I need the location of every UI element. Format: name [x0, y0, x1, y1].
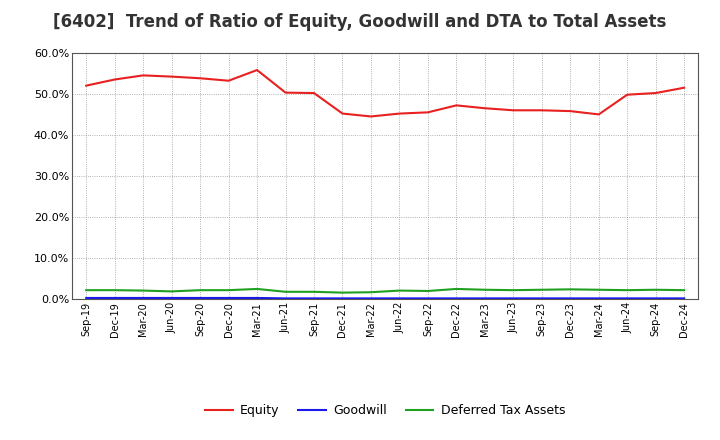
- Equity: [282, 90, 290, 95]
- Equity: [366, 114, 375, 119]
- Deferred Tax Assets: [225, 287, 233, 293]
- Deferred Tax Assets: [509, 287, 518, 293]
- Deferred Tax Assets: [196, 287, 204, 293]
- Equity: [423, 110, 432, 115]
- Goodwill: [595, 296, 603, 301]
- Deferred Tax Assets: [652, 287, 660, 293]
- Goodwill: [253, 295, 261, 301]
- Goodwill: [225, 295, 233, 301]
- Goodwill: [282, 296, 290, 301]
- Deferred Tax Assets: [282, 289, 290, 294]
- Line: Deferred Tax Assets: Deferred Tax Assets: [86, 289, 684, 293]
- Equity: [680, 85, 688, 90]
- Deferred Tax Assets: [680, 287, 688, 293]
- Equity: [167, 74, 176, 79]
- Goodwill: [82, 295, 91, 301]
- Equity: [395, 111, 404, 116]
- Goodwill: [537, 296, 546, 301]
- Equity: [110, 77, 119, 82]
- Deferred Tax Assets: [310, 289, 318, 294]
- Equity: [652, 90, 660, 95]
- Equity: [338, 111, 347, 116]
- Equity: [623, 92, 631, 97]
- Line: Equity: Equity: [86, 70, 684, 117]
- Equity: [225, 78, 233, 83]
- Goodwill: [110, 295, 119, 301]
- Equity: [509, 108, 518, 113]
- Goodwill: [366, 296, 375, 301]
- Equity: [566, 109, 575, 114]
- Goodwill: [652, 296, 660, 301]
- Goodwill: [509, 296, 518, 301]
- Deferred Tax Assets: [395, 288, 404, 293]
- Equity: [310, 90, 318, 95]
- Deferred Tax Assets: [366, 290, 375, 295]
- Deferred Tax Assets: [167, 289, 176, 294]
- Goodwill: [196, 295, 204, 301]
- Goodwill: [623, 296, 631, 301]
- Goodwill: [139, 295, 148, 301]
- Equity: [537, 108, 546, 113]
- Equity: [480, 106, 489, 111]
- Deferred Tax Assets: [537, 287, 546, 293]
- Equity: [452, 103, 461, 108]
- Goodwill: [167, 295, 176, 301]
- Goodwill: [395, 296, 404, 301]
- Deferred Tax Assets: [595, 287, 603, 293]
- Equity: [139, 73, 148, 78]
- Deferred Tax Assets: [253, 286, 261, 292]
- Equity: [82, 83, 91, 88]
- Goodwill: [423, 296, 432, 301]
- Text: [6402]  Trend of Ratio of Equity, Goodwill and DTA to Total Assets: [6402] Trend of Ratio of Equity, Goodwil…: [53, 13, 667, 31]
- Deferred Tax Assets: [139, 288, 148, 293]
- Deferred Tax Assets: [338, 290, 347, 295]
- Deferred Tax Assets: [423, 288, 432, 293]
- Deferred Tax Assets: [82, 287, 91, 293]
- Deferred Tax Assets: [452, 286, 461, 292]
- Deferred Tax Assets: [480, 287, 489, 293]
- Equity: [253, 67, 261, 73]
- Equity: [196, 76, 204, 81]
- Equity: [595, 112, 603, 117]
- Goodwill: [480, 296, 489, 301]
- Goodwill: [452, 296, 461, 301]
- Legend: Equity, Goodwill, Deferred Tax Assets: Equity, Goodwill, Deferred Tax Assets: [200, 399, 570, 422]
- Deferred Tax Assets: [566, 287, 575, 292]
- Goodwill: [310, 296, 318, 301]
- Goodwill: [680, 296, 688, 301]
- Deferred Tax Assets: [110, 287, 119, 293]
- Goodwill: [566, 296, 575, 301]
- Deferred Tax Assets: [623, 287, 631, 293]
- Goodwill: [338, 296, 347, 301]
